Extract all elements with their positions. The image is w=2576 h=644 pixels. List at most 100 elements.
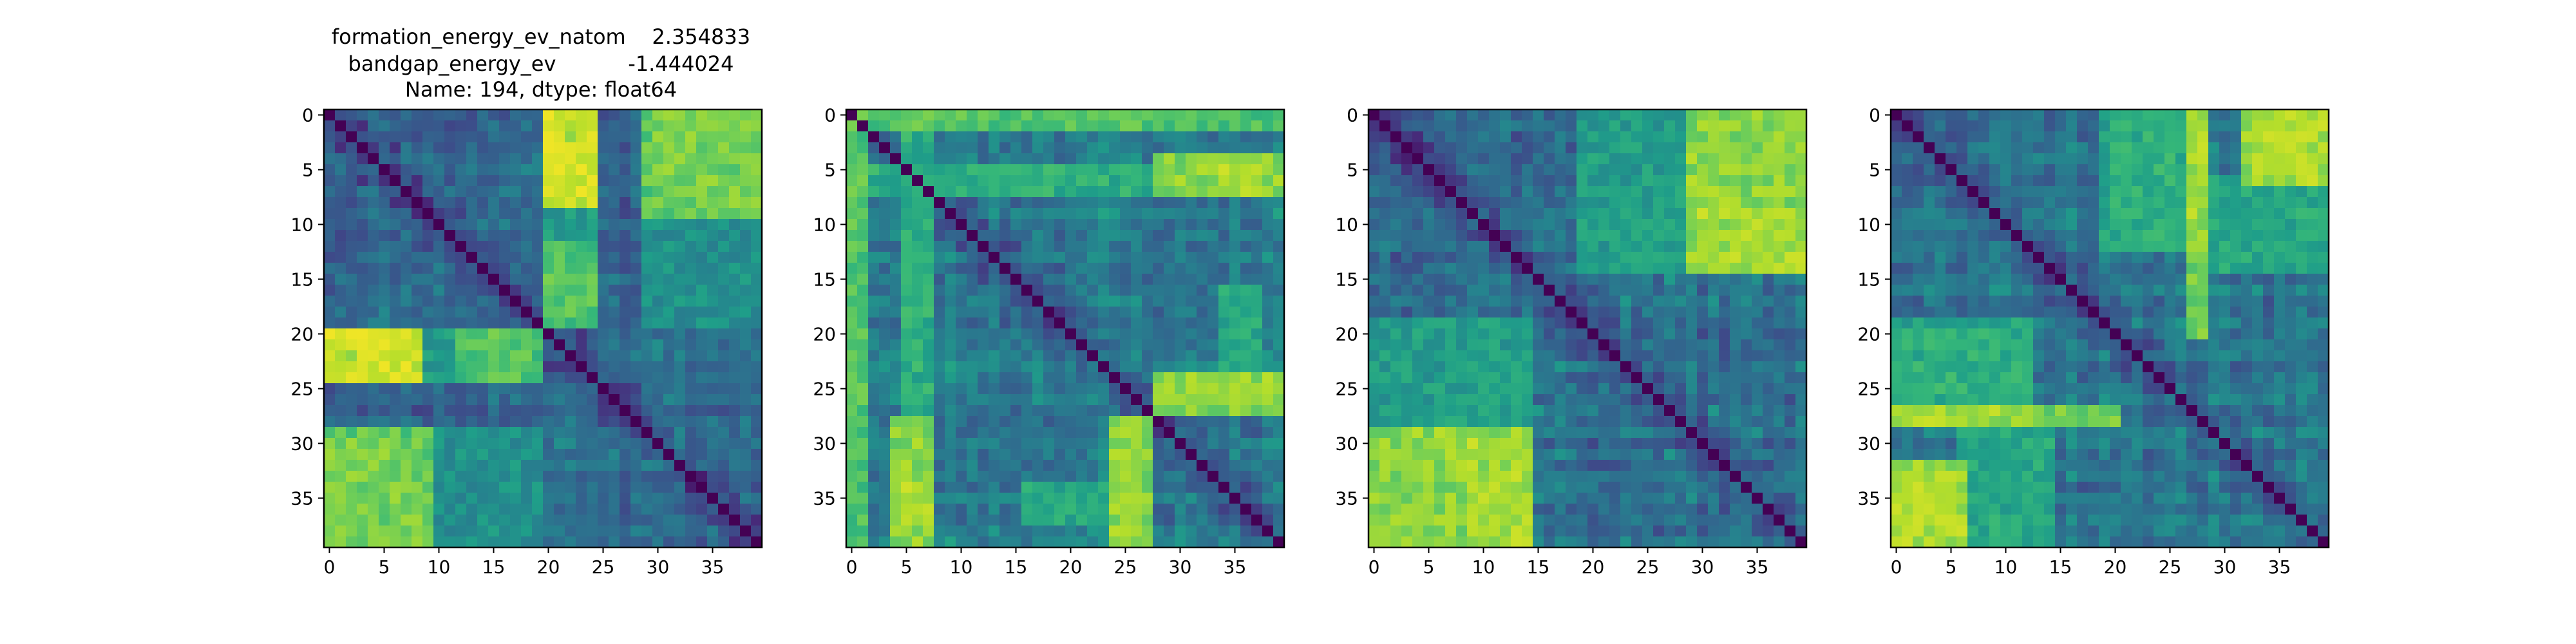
heatmap-cell [1774, 526, 1785, 537]
heatmap-cell [1065, 482, 1077, 493]
heatmap-cell [923, 460, 934, 471]
heatmap-cell [401, 536, 412, 548]
heatmap-cell [1401, 328, 1413, 340]
heatmap-cell [1445, 361, 1457, 373]
heatmap-cell [1043, 504, 1055, 515]
heatmap-cell [879, 219, 891, 231]
heatmap-cell [999, 120, 1011, 132]
heatmap-cell [1555, 274, 1566, 285]
heatmap-cell [379, 394, 390, 406]
heatmap-cell [751, 285, 762, 296]
heatmap-cell [1587, 416, 1599, 428]
heatmap-cell [718, 526, 730, 537]
heatmap-cell [1109, 438, 1121, 450]
heatmap-cell [1795, 383, 1807, 395]
heatmap-cell [499, 263, 511, 274]
heatmap-cell [1251, 339, 1263, 351]
heatmap-cell [978, 208, 989, 220]
heatmap-cell [1186, 186, 1197, 198]
heatmap-cell [999, 241, 1011, 252]
heatmap-cell [1010, 405, 1022, 417]
heatmap-cell [1054, 493, 1066, 504]
heatmap-cell [433, 328, 445, 340]
heatmap-cell [912, 109, 923, 121]
heatmap-cell [510, 197, 522, 209]
heatmap-cell [1368, 120, 1380, 132]
heatmap-cell [1664, 208, 1676, 220]
heatmap-cell [1142, 350, 1153, 362]
heatmap-cell [1076, 307, 1088, 318]
heatmap-cell [1423, 460, 1435, 471]
heatmap-cell [1522, 328, 1533, 340]
heatmap-cell [967, 493, 978, 504]
heatmap-cell [554, 263, 565, 274]
heatmap-cell [1566, 328, 1577, 340]
heatmap-cell [1032, 427, 1044, 439]
heatmap-cell [510, 252, 522, 263]
heatmap-cell [1686, 241, 1698, 252]
heatmap-cell [978, 175, 989, 187]
heatmap-cell [455, 493, 467, 504]
heatmap-cell [2000, 109, 2012, 121]
heatmap-cell [912, 504, 923, 515]
heatmap-cell [630, 307, 642, 318]
heatmap-cell [1434, 296, 1446, 307]
heatmap-cell [499, 219, 511, 231]
heatmap-cell [1642, 504, 1654, 515]
heatmap-cell [1131, 296, 1142, 307]
heatmap-cell [1032, 131, 1044, 143]
heatmap-cell [1412, 350, 1424, 362]
heatmap-cell [346, 109, 357, 121]
heatmap-cell [1642, 131, 1654, 143]
heatmap-cell [1500, 186, 1511, 198]
heatmap-cell [1708, 460, 1719, 471]
heatmap-cell [967, 427, 978, 439]
heatmap-cell [1065, 208, 1077, 220]
heatmap-cell [390, 153, 401, 165]
heatmap-cell [1456, 460, 1468, 471]
heatmap-cell [1587, 536, 1599, 548]
heatmap-cell [368, 153, 379, 165]
heatmap-cell [2241, 120, 2253, 132]
heatmap-cell [1218, 405, 1230, 417]
heatmap-cell [1021, 186, 1033, 198]
heatmap-cell [1229, 131, 1241, 143]
heatmap-cell [477, 197, 489, 209]
heatmap-cell [609, 285, 620, 296]
heatmap-cell [422, 219, 434, 231]
heatmap-cell [324, 285, 336, 296]
heatmap-cell [1240, 307, 1252, 318]
heatmap-cell [444, 328, 456, 340]
heatmap-cell [422, 131, 434, 143]
heatmap-cell [1423, 405, 1435, 417]
heatmap-cell [1445, 274, 1457, 285]
heatmap-cell [1423, 526, 1435, 537]
heatmap-cell [565, 394, 576, 406]
heatmap-cell [729, 142, 741, 154]
heatmap-cell [1642, 197, 1654, 209]
y-tick-label: 10 [813, 214, 836, 236]
heatmap-cell [587, 274, 598, 285]
heatmap-cell [1032, 317, 1044, 329]
heatmap-cell [1131, 416, 1142, 428]
heatmap-cell [1631, 208, 1643, 220]
heatmap-cell [1153, 460, 1164, 471]
heatmap-cell [696, 471, 708, 482]
heatmap-cell [477, 504, 489, 515]
heatmap-cell [1555, 296, 1566, 307]
heatmap-cell [532, 164, 544, 176]
heatmap-cell [466, 208, 478, 220]
heatmap-cell [696, 230, 708, 242]
heatmap-cell [1423, 307, 1435, 318]
heatmap-cell [1522, 416, 1533, 428]
heatmap-cell [1522, 471, 1533, 482]
heatmap-cell [1229, 219, 1241, 231]
heatmap-cell [1533, 482, 1544, 493]
heatmap-cell [718, 175, 730, 187]
heatmap-cell [707, 394, 719, 406]
heatmap-cell [368, 350, 379, 362]
heatmap-cell [543, 405, 554, 417]
heatmap-cell [1631, 175, 1643, 187]
heatmap-cell [740, 142, 752, 154]
heatmap-cell [1577, 285, 1588, 296]
